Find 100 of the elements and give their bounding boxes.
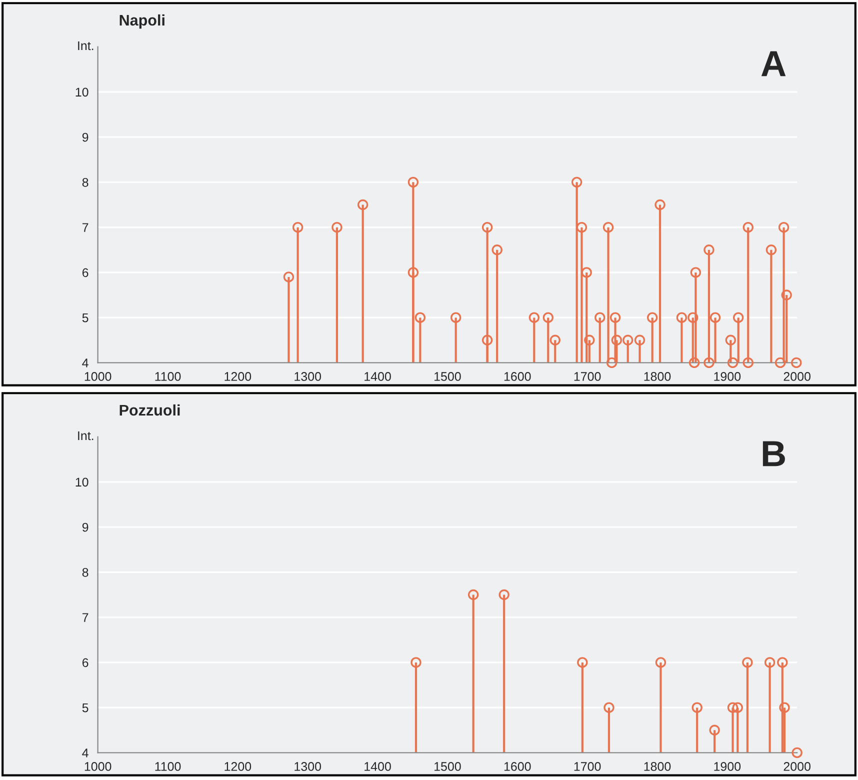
point <box>408 176 419 188</box>
point <box>414 312 426 323</box>
annotation: B <box>762 441 785 466</box>
point <box>634 334 646 346</box>
point <box>332 222 342 233</box>
point <box>611 334 622 346</box>
x-tick-label: 1700 <box>574 762 601 771</box>
point <box>690 267 702 278</box>
x-tick-label: 2000 <box>784 762 810 771</box>
point <box>727 702 738 713</box>
point <box>581 267 592 278</box>
point <box>732 312 744 323</box>
y-tick-label: 7 <box>82 223 88 232</box>
point <box>710 312 721 323</box>
point <box>482 222 493 233</box>
point <box>692 702 702 713</box>
point <box>704 357 714 368</box>
x-tick-label: 1200 <box>224 372 252 381</box>
chart-title: Pozzuoli <box>120 404 180 416</box>
point <box>283 272 294 282</box>
y-tick-label: 6 <box>82 268 88 278</box>
point <box>492 244 502 256</box>
point <box>777 657 788 668</box>
point <box>594 312 606 323</box>
point <box>709 724 720 736</box>
x-tick-label: 1400 <box>364 372 391 381</box>
x-tick-label: 1000 <box>84 762 112 771</box>
y-tick-label: 4 <box>82 358 88 368</box>
y-tick-label: 10 <box>76 88 88 97</box>
point <box>676 312 688 323</box>
x-tick-label: 1600 <box>504 372 531 381</box>
x-tick-label: 1700 <box>574 372 601 381</box>
x-tick-label: 1100 <box>155 762 181 771</box>
point <box>408 267 419 278</box>
point <box>450 312 462 323</box>
chart-title: Napoli <box>120 14 164 29</box>
point <box>606 357 618 368</box>
point <box>550 334 560 346</box>
y-tick-label: 8 <box>82 568 88 577</box>
point <box>778 222 790 233</box>
point <box>766 244 777 256</box>
y-tick-label: 4 <box>82 748 88 758</box>
point <box>498 589 510 600</box>
point <box>742 657 753 668</box>
point <box>292 222 304 233</box>
x-tick-label: 1900 <box>714 372 741 381</box>
point <box>764 657 776 668</box>
x-tick-label: 1300 <box>294 762 322 771</box>
point <box>792 747 802 758</box>
point <box>584 334 595 346</box>
y-tick-label: 5 <box>82 314 88 322</box>
x-tick-label: 1800 <box>644 372 671 381</box>
point <box>688 357 700 368</box>
x-tick-label: 1800 <box>644 762 671 771</box>
point <box>774 357 786 368</box>
point <box>576 222 588 233</box>
point <box>725 334 736 346</box>
x-tick-label: 1100 <box>155 372 181 381</box>
point <box>727 357 738 368</box>
point <box>357 199 368 210</box>
y-tick-label: 6 <box>82 658 88 668</box>
x-tick-label: 2000 <box>784 372 810 381</box>
y-axis-title: Int. <box>78 431 94 440</box>
annotation: A <box>761 51 786 76</box>
point <box>781 290 792 300</box>
x-tick-label: 1000 <box>84 372 112 381</box>
x-tick-label: 1300 <box>294 372 322 381</box>
point <box>604 702 614 713</box>
y-tick-label: 8 <box>82 178 88 187</box>
x-tick-label: 1600 <box>504 762 531 771</box>
point <box>704 244 714 256</box>
point <box>410 657 422 668</box>
y-tick-label: 5 <box>82 704 88 712</box>
point <box>654 199 666 210</box>
point <box>646 312 658 323</box>
point <box>571 176 582 188</box>
y-tick-label: 9 <box>82 132 88 142</box>
y-tick-label: 7 <box>82 613 88 622</box>
point <box>577 657 588 668</box>
x-tick-label: 1200 <box>224 762 252 771</box>
point <box>528 312 540 323</box>
point <box>622 334 634 346</box>
y-axis-title: Int. <box>78 41 94 50</box>
y-tick-label: 10 <box>76 478 88 487</box>
point <box>688 312 698 323</box>
point <box>732 702 743 713</box>
x-tick-label: 1900 <box>714 762 741 771</box>
x-tick-label: 1400 <box>364 762 391 771</box>
point <box>542 312 554 323</box>
point <box>482 334 493 346</box>
y-tick-label: 9 <box>82 522 88 532</box>
point <box>610 312 621 323</box>
point <box>742 222 754 233</box>
point <box>779 702 790 713</box>
x-tick-label: 1500 <box>434 762 461 771</box>
point <box>655 657 666 668</box>
point <box>468 589 479 600</box>
point <box>742 357 754 368</box>
point <box>602 222 614 233</box>
x-tick-label: 1500 <box>434 372 461 381</box>
